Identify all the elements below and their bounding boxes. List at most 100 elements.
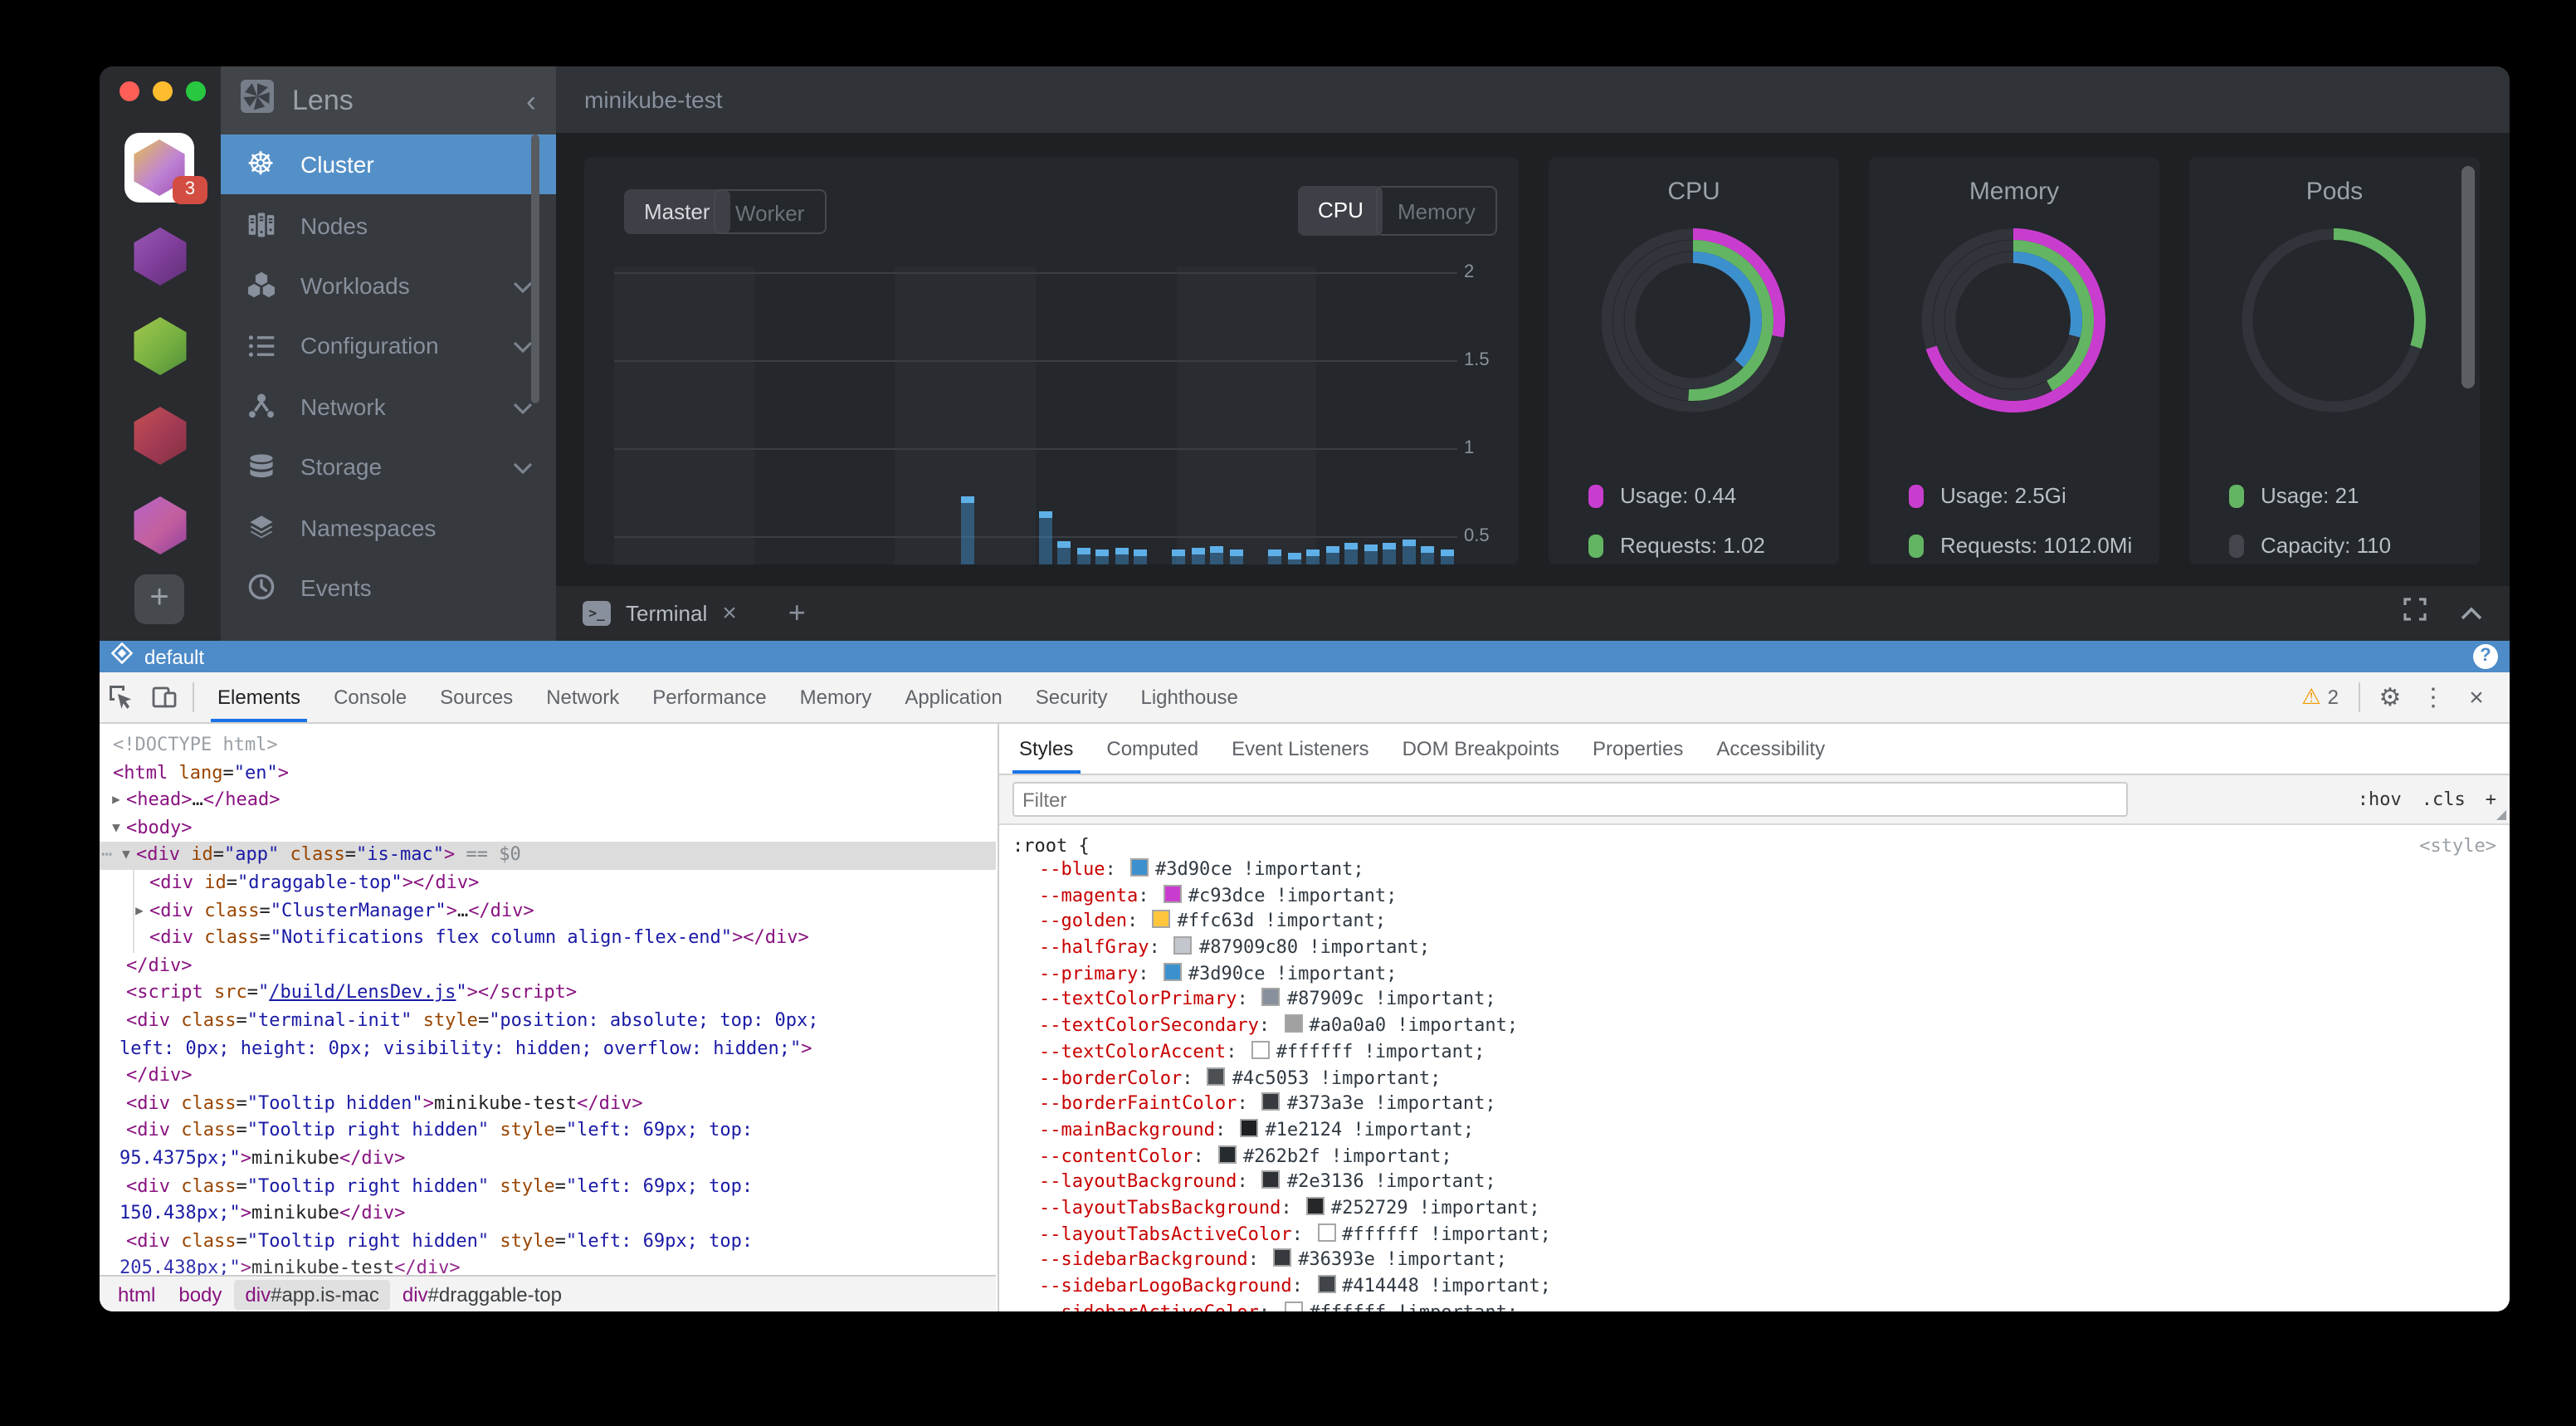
expander-closed-icon[interactable]: ▶ [112, 792, 120, 808]
color-swatch[interactable] [1240, 1118, 1259, 1137]
css-variable-row[interactable]: --blue: #3d90ce !important; [1039, 858, 1364, 880]
color-swatch[interactable] [1261, 988, 1281, 1007]
expander-open-icon[interactable]: ▼ [112, 819, 120, 835]
breadcrumb-item[interactable]: body [178, 1282, 222, 1306]
color-swatch[interactable] [1261, 1170, 1281, 1189]
styles-tab-dom-breakpoints[interactable]: DOM Breakpoints [1402, 737, 1559, 760]
styles-tab-event-listeners[interactable]: Event Listeners [1232, 737, 1369, 760]
devtools-settings-icon[interactable]: ⚙ [2378, 684, 2402, 712]
breadcrumb-item[interactable]: html [118, 1282, 156, 1306]
dom-tree-row[interactable]: ▼ <body> [100, 815, 996, 842]
css-variable-row[interactable]: --textColorAccent: #ffffff !important; [1039, 1040, 1486, 1062]
metric-tab-memory[interactable]: Memory [1376, 186, 1497, 236]
dock-fullscreen-icon[interactable] [2403, 598, 2427, 629]
color-swatch[interactable] [1163, 962, 1182, 981]
tab-sources[interactable]: Sources [440, 686, 514, 709]
pseudo-toggle--[interactable]: + [2485, 789, 2496, 810]
help-icon[interactable]: ? [2473, 644, 2498, 669]
cluster-icon-4[interactable] [134, 407, 187, 465]
css-variable-row[interactable]: --borderColor: #4c5053 !important; [1039, 1067, 1442, 1088]
terminal-add-icon[interactable]: + [788, 596, 806, 629]
color-swatch[interactable] [1217, 1145, 1237, 1164]
color-swatch[interactable] [1273, 1248, 1292, 1267]
breadcrumb-item[interactable]: div#draggable-top [402, 1282, 562, 1306]
dom-tree-row[interactable]: <html lang="en"> [113, 761, 289, 784]
sidebar-collapse-icon[interactable]: ‹ [526, 84, 536, 117]
css-variable-row[interactable]: --layoutBackground: #2e3136 !important; [1039, 1170, 1496, 1193]
sidebar-scrollbar[interactable] [531, 134, 539, 403]
dom-tree-row[interactable]: ⋯ ▼ <div id="app" class="is-mac"> == $0 [100, 842, 996, 870]
tab-console[interactable]: Console [334, 686, 407, 709]
css-variable-row[interactable]: --borderFaintColor: #373a3e !important; [1039, 1092, 1496, 1115]
tab-application[interactable]: Application [905, 686, 1003, 709]
css-variable-row[interactable]: --mainBackground: #1e2124 !important; [1039, 1118, 1475, 1140]
inspect-element-icon[interactable] [100, 676, 143, 719]
styles-tab-computed[interactable]: Computed [1106, 737, 1199, 760]
css-variable-row[interactable]: --sidebarActiveColor: #ffffff !important… [1039, 1299, 2496, 1311]
pseudo-toggle--hov[interactable]: :hov [2357, 789, 2402, 810]
dock-collapse-icon[interactable] [2460, 598, 2483, 628]
terminal-tab[interactable]: >_ Terminal × + [583, 586, 806, 641]
color-swatch[interactable] [1173, 936, 1193, 955]
styles-tab-properties[interactable]: Properties [1592, 737, 1684, 760]
cluster-icon-5[interactable] [134, 496, 187, 554]
dom-tree-row[interactable]: 205.438px;">minikube-test</div> [120, 1257, 461, 1275]
css-selector[interactable]: :root { [1012, 835, 1090, 857]
css-variable-row[interactable]: --magenta: #c93dce !important; [1039, 884, 1398, 906]
cluster-icon-3[interactable] [134, 317, 187, 375]
styles-tab-accessibility[interactable]: Accessibility [1716, 737, 1826, 760]
css-variable-row[interactable]: --sidebarBackground: #36393e !important; [1039, 1248, 1507, 1271]
tab-security[interactable]: Security [1035, 686, 1108, 709]
node-tab-master[interactable]: Master [624, 189, 730, 234]
css-variable-row[interactable]: --contentColor: #262b2f !important; [1039, 1145, 1452, 1167]
css-variable-row[interactable]: --textColorSecondary: #a0a0a0 !important… [1039, 1014, 1519, 1037]
add-cluster-button[interactable]: + [134, 574, 184, 624]
dom-tree-row[interactable]: 150.438px;">minikube</div> [120, 1202, 406, 1224]
terminal-close-icon[interactable]: × [722, 599, 737, 628]
color-swatch[interactable] [1284, 1301, 1303, 1311]
color-swatch[interactable] [1305, 1196, 1325, 1215]
zoom-window-button[interactable] [186, 81, 206, 101]
dom-tree-row[interactable]: </div> [126, 1064, 193, 1087]
tab-memory[interactable]: Memory [799, 686, 872, 709]
sidebar-item-configuration[interactable]: Configuration [221, 315, 556, 376]
css-variable-row[interactable]: --layoutTabsActiveColor: #ffffff !import… [1039, 1223, 1551, 1245]
color-swatch[interactable] [1130, 858, 1149, 877]
breadcrumb-item[interactable]: div#app.is-mac [233, 1279, 391, 1309]
css-variable-row[interactable]: --sidebarLogoBackground: #414448 !import… [1039, 1275, 1551, 1297]
css-variable-row[interactable]: --golden: #ffc63d !important; [1039, 910, 1387, 932]
sidebar-item-workloads[interactable]: Workloads [221, 256, 556, 316]
color-swatch[interactable] [1163, 884, 1182, 903]
dom-tree-row[interactable]: </div> [126, 954, 193, 976]
dom-tree-row[interactable]: <div class="terminal-init" style="positi… [126, 1008, 819, 1031]
device-toolbar-icon[interactable] [143, 676, 186, 719]
close-window-button[interactable] [120, 81, 139, 101]
dom-tree-row[interactable]: <div class="Tooltip right hidden" style=… [126, 1119, 754, 1141]
style-origin-label[interactable]: <style> [2419, 835, 2496, 857]
dom-tree-row[interactable]: <!DOCTYPE html> [113, 734, 278, 755]
color-swatch[interactable] [1251, 1040, 1270, 1059]
dom-tree-row[interactable]: <div id="draggable-top"></div> [149, 871, 480, 893]
cluster-icon-2[interactable] [134, 227, 187, 286]
sidebar-item-nodes[interactable]: Nodes [221, 195, 556, 256]
color-swatch[interactable] [1261, 1092, 1281, 1111]
devtools-close-icon[interactable]: × [2469, 683, 2484, 711]
console-warnings-badge[interactable]: ⚠ 2 [2301, 684, 2339, 709]
sidebar-item-cluster[interactable]: ☸ Cluster [221, 134, 556, 195]
dom-tree-row[interactable]: <div class="Tooltip right hidden" style=… [126, 1174, 754, 1196]
tab-network[interactable]: Network [546, 686, 620, 709]
sidebar-item-storage[interactable]: Storage [221, 437, 556, 497]
dom-tree-row[interactable]: left: 0px; height: 0px; visibility: hidd… [120, 1037, 812, 1059]
css-variable-row[interactable]: --primary: #3d90ce !important; [1039, 962, 1398, 984]
expander-closed-icon[interactable]: ▶ [135, 902, 144, 918]
color-swatch[interactable] [1317, 1223, 1336, 1242]
css-variable-row[interactable]: --halfGray: #87909c80 !important; [1039, 936, 1431, 959]
tab-lighthouse[interactable]: Lighthouse [1140, 686, 1238, 709]
devtools-menu-icon[interactable]: ⋮ [2421, 684, 2446, 712]
more-actions-icon[interactable]: ⋯ [101, 843, 112, 866]
sidebar-item-namespaces[interactable]: Namespaces [221, 497, 556, 558]
minimize-window-button[interactable] [153, 81, 173, 101]
tab-performance[interactable]: Performance [652, 686, 767, 709]
expander-open-icon[interactable]: ▼ [122, 847, 130, 862]
sidebar-item-network[interactable]: Network [221, 376, 556, 437]
